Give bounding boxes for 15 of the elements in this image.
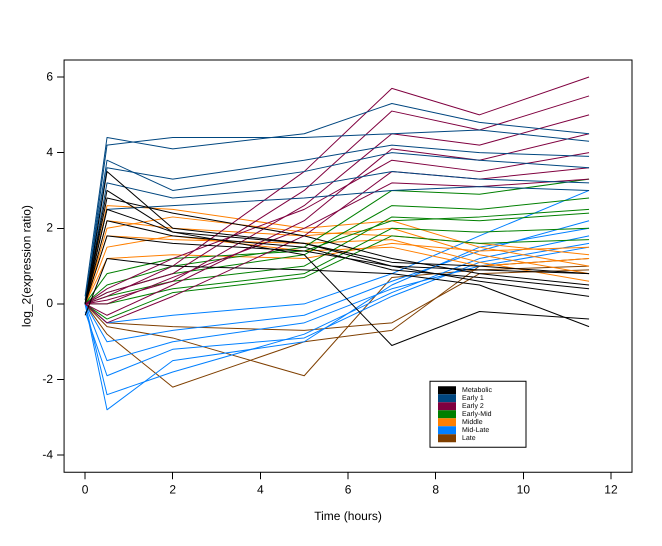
x-axis-title: Time (hours) bbox=[314, 509, 382, 524]
x-tick-label: 0 bbox=[82, 482, 89, 497]
y-tick-label: -4 bbox=[42, 447, 54, 462]
x-tick-label: 2 bbox=[169, 482, 176, 497]
x-tick-label: 4 bbox=[257, 482, 264, 497]
y-tick-label: 6 bbox=[46, 69, 54, 84]
y-tick-label: 2 bbox=[46, 220, 54, 235]
x-tick-label: 12 bbox=[604, 482, 618, 497]
y-tick-label: 0 bbox=[46, 296, 54, 310]
y-tick-label: -2 bbox=[42, 372, 54, 386]
y-tick-label: 4 bbox=[46, 144, 54, 159]
y-axis-title: log_2(expression ratio) bbox=[20, 205, 34, 328]
x-tick-label: 10 bbox=[516, 482, 530, 497]
x-tick-label: 6 bbox=[344, 482, 352, 497]
x-tick-label: 8 bbox=[432, 482, 440, 497]
